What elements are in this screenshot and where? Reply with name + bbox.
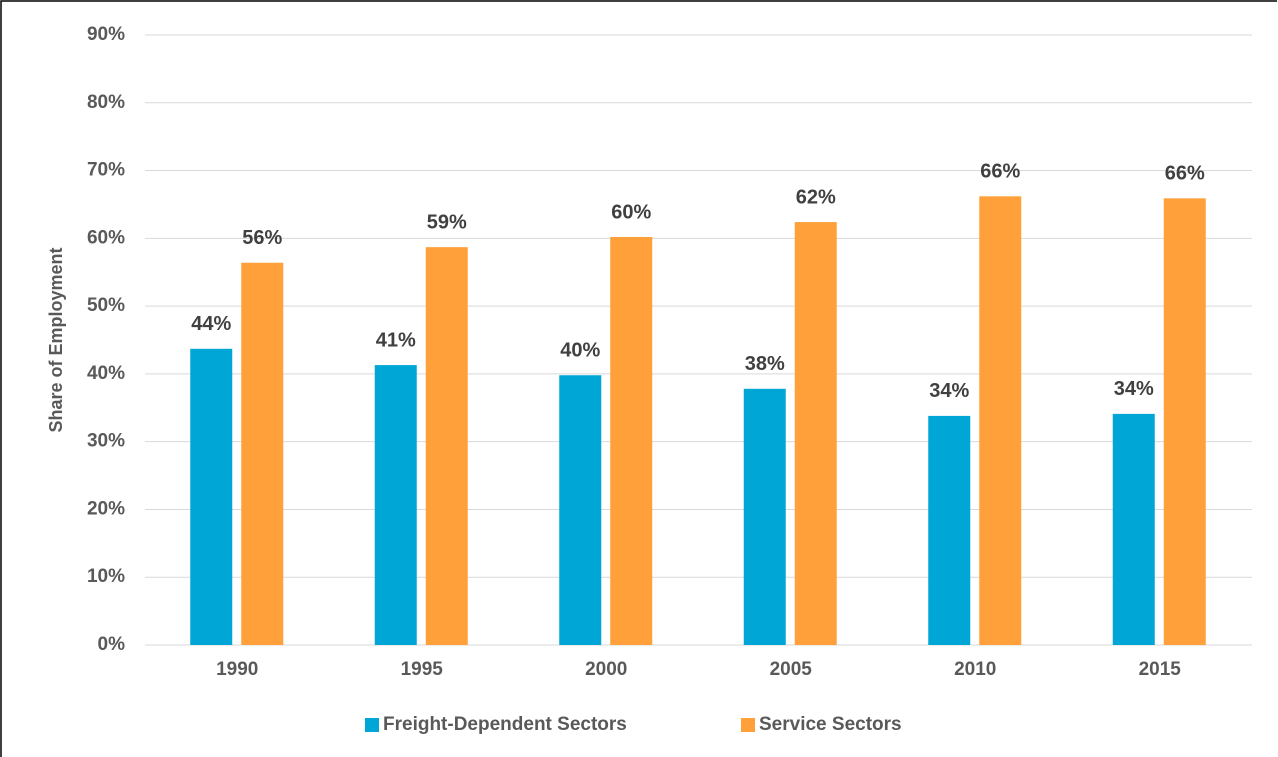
data-label: 34% xyxy=(1114,378,1154,400)
data-label: 66% xyxy=(980,161,1020,183)
bar xyxy=(241,262,284,645)
bar xyxy=(979,196,1022,646)
legend-swatch xyxy=(741,718,755,732)
y-tick-label: 80% xyxy=(87,92,125,113)
data-label: 66% xyxy=(1165,163,1205,185)
bar xyxy=(928,415,971,645)
bar xyxy=(559,375,602,645)
y-tick-label: 30% xyxy=(87,431,125,452)
y-tick-label: 50% xyxy=(87,295,125,316)
x-tick-label: 1995 xyxy=(401,659,444,680)
bar xyxy=(190,348,233,645)
x-tick-label: 2010 xyxy=(954,659,996,680)
y-tick-label: 10% xyxy=(87,566,125,587)
bar xyxy=(743,388,786,645)
data-label: 34% xyxy=(929,380,969,402)
legend-label: Service Sectors xyxy=(759,714,902,735)
bar xyxy=(1112,413,1155,645)
data-label: 56% xyxy=(242,227,282,249)
bar xyxy=(1163,198,1206,645)
data-label: 40% xyxy=(560,340,600,362)
x-tick-label: 2005 xyxy=(770,659,813,680)
y-axis-title: Share of Employment xyxy=(46,247,66,432)
bar xyxy=(425,247,468,645)
data-label: 44% xyxy=(191,313,231,335)
data-label: 59% xyxy=(427,211,467,233)
bar xyxy=(374,365,417,645)
legend-label: Freight-Dependent Sectors xyxy=(383,714,627,735)
x-tick-label: 2015 xyxy=(1139,659,1182,680)
x-tick-label: 1990 xyxy=(216,659,258,680)
y-tick-label: 90% xyxy=(87,24,125,45)
legend-swatch xyxy=(365,718,379,732)
y-tick-label: 60% xyxy=(87,227,125,248)
data-label: 41% xyxy=(376,329,416,351)
data-label: 60% xyxy=(611,201,651,223)
data-label: 38% xyxy=(745,353,785,375)
y-tick-label: 70% xyxy=(87,160,125,181)
x-tick-label: 2000 xyxy=(585,659,627,680)
bar xyxy=(610,236,653,645)
y-tick-label: 20% xyxy=(87,498,125,519)
data-label: 62% xyxy=(796,186,836,208)
y-tick-label: 40% xyxy=(87,363,125,384)
bar xyxy=(794,222,837,646)
y-tick-label: 0% xyxy=(98,634,126,655)
